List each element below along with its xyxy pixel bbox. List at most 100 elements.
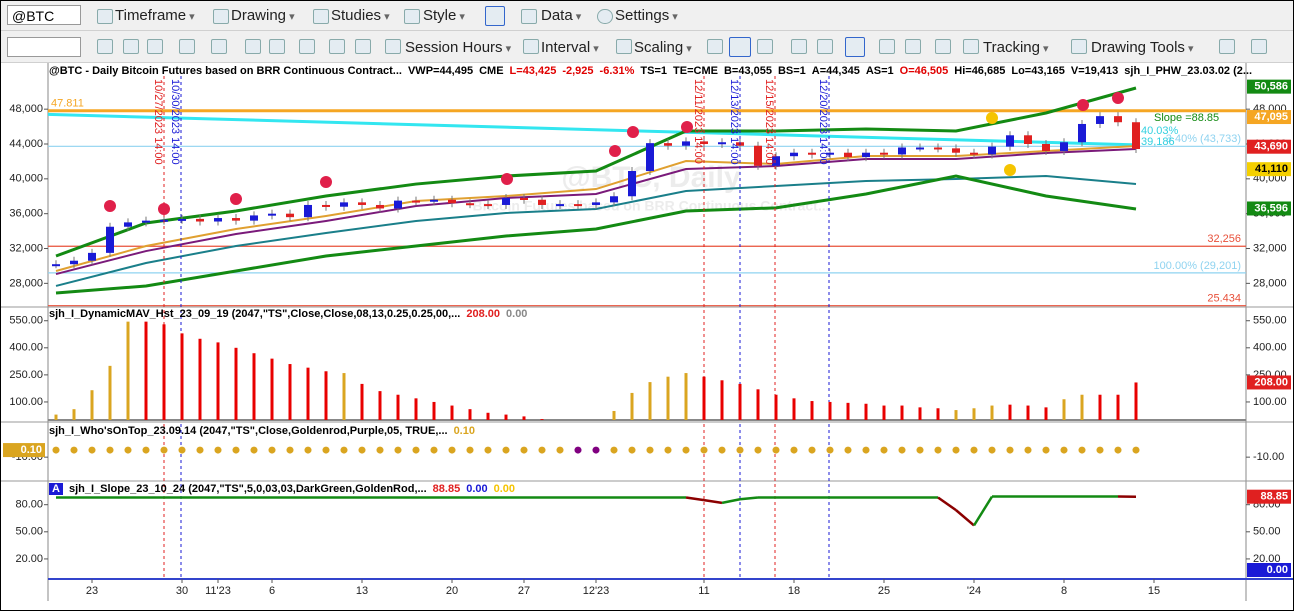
candle — [592, 202, 600, 205]
x-tick-label: 12'23 — [583, 585, 610, 597]
histogram-bar — [306, 367, 310, 420]
level-label: 32,256 — [1207, 233, 1241, 245]
histogram-bar — [54, 414, 58, 420]
icon-button[interactable] — [1219, 39, 1235, 54]
dot — [70, 446, 78, 454]
candle — [970, 152, 978, 155]
histogram-bar — [414, 398, 418, 420]
icon-button[interactable] — [329, 39, 345, 54]
histogram-bar — [162, 324, 166, 420]
icon-button[interactable] — [905, 39, 921, 54]
icon-button[interactable] — [707, 39, 723, 54]
dot — [556, 446, 564, 454]
icon-button[interactable] — [817, 39, 833, 54]
histogram-bar — [216, 342, 220, 420]
candle — [394, 200, 402, 209]
slope-segment — [685, 496, 705, 502]
menu-item[interactable]: Session Hours — [405, 39, 511, 56]
dot — [988, 446, 996, 454]
menu-item[interactable]: Drawing — [231, 7, 295, 24]
dropdown[interactable] — [7, 37, 81, 57]
icon-button[interactable] — [299, 39, 315, 54]
y-tick-label: 80.00 — [15, 499, 43, 511]
icon-button[interactable] — [123, 39, 139, 54]
histogram-bar — [324, 371, 328, 420]
menu-item[interactable]: Style — [423, 7, 465, 24]
histogram-bar — [1062, 399, 1066, 420]
candle — [610, 196, 618, 203]
icon — [597, 9, 613, 24]
candle — [1114, 116, 1122, 123]
icon-button[interactable] — [269, 39, 285, 54]
histogram-bar — [1080, 394, 1084, 420]
icon-button[interactable] — [935, 39, 951, 54]
dot — [412, 446, 420, 454]
icon-button[interactable] — [179, 39, 195, 54]
candle — [340, 202, 348, 207]
icon — [616, 39, 632, 54]
symbol-input[interactable]: @BTC — [7, 5, 81, 25]
slope-segment — [739, 496, 759, 501]
y-tick-label: -10.00 — [1253, 451, 1284, 463]
y-tick-label: 44,000 — [9, 138, 43, 150]
candle — [916, 147, 924, 150]
price-box — [1247, 489, 1291, 504]
icon — [97, 9, 113, 24]
menu-item[interactable]: Settings — [615, 7, 678, 24]
candle — [1006, 135, 1014, 147]
swing-marker — [1112, 92, 1124, 104]
dot — [754, 446, 762, 454]
dot — [358, 446, 366, 454]
trendline — [47, 112, 1137, 147]
y-tick-label: 48,000 — [9, 103, 43, 115]
menu-item[interactable]: Timeframe — [115, 7, 195, 24]
dot — [142, 446, 150, 454]
icon — [213, 9, 229, 24]
icon-button[interactable] — [485, 6, 505, 26]
chart-layer: 48,00048,00044,00044,00040,00040,00036,0… — [3, 76, 1291, 597]
x-tick-label: 18 — [788, 585, 800, 597]
icon-button[interactable] — [791, 39, 807, 54]
icon-button[interactable] — [879, 39, 895, 54]
histogram-bar — [954, 410, 958, 420]
menu-item[interactable]: Scaling — [634, 39, 692, 56]
level-label: 3.40% (43,733) — [1166, 133, 1241, 145]
header-stat: B=43,055 — [723, 65, 772, 77]
price-box — [1247, 110, 1291, 125]
indicator-name: sjh_I_DynamicMAV_Hst_23_09_19 (2047,"TS"… — [49, 308, 461, 320]
candle — [628, 171, 636, 197]
icon-button[interactable] — [729, 37, 751, 57]
candle — [862, 152, 870, 158]
x-tick-label: 11 — [698, 585, 709, 597]
icon-button[interactable] — [757, 39, 773, 54]
menu-item[interactable]: Data — [541, 7, 581, 24]
price-header: @BTC - Daily Bitcoin Futures based on BR… — [49, 65, 1258, 77]
candle — [214, 218, 222, 222]
histogram-bar — [738, 383, 742, 420]
dot — [52, 446, 60, 454]
y-tick-label: 550.00 — [9, 315, 43, 327]
swing-marker — [1004, 164, 1016, 176]
header-stat: A=44,345 — [811, 65, 860, 77]
candle — [790, 152, 798, 157]
dot — [862, 446, 870, 454]
icon-button[interactable] — [147, 39, 163, 54]
icon-button[interactable] — [97, 39, 113, 54]
swing-marker — [230, 193, 242, 205]
candle — [448, 199, 456, 204]
menu-item[interactable]: Tracking — [983, 39, 1049, 56]
x-tick-label: 23 — [86, 585, 98, 597]
icon — [385, 39, 401, 54]
icon-button[interactable] — [1251, 39, 1267, 54]
dot — [1114, 446, 1122, 454]
icon-button[interactable] — [245, 39, 261, 54]
menu-item[interactable]: Studies — [331, 7, 390, 24]
icon-button[interactable] — [355, 39, 371, 54]
icon-button[interactable] — [845, 37, 865, 57]
menu-item[interactable]: Drawing Tools — [1091, 39, 1194, 56]
slope-segment — [955, 509, 975, 527]
menu-item[interactable]: Interval — [541, 39, 599, 56]
level-label: 100.00% (29,201) — [1154, 260, 1241, 272]
icon-button[interactable] — [211, 39, 227, 54]
badge[interactable]: A — [49, 483, 63, 495]
